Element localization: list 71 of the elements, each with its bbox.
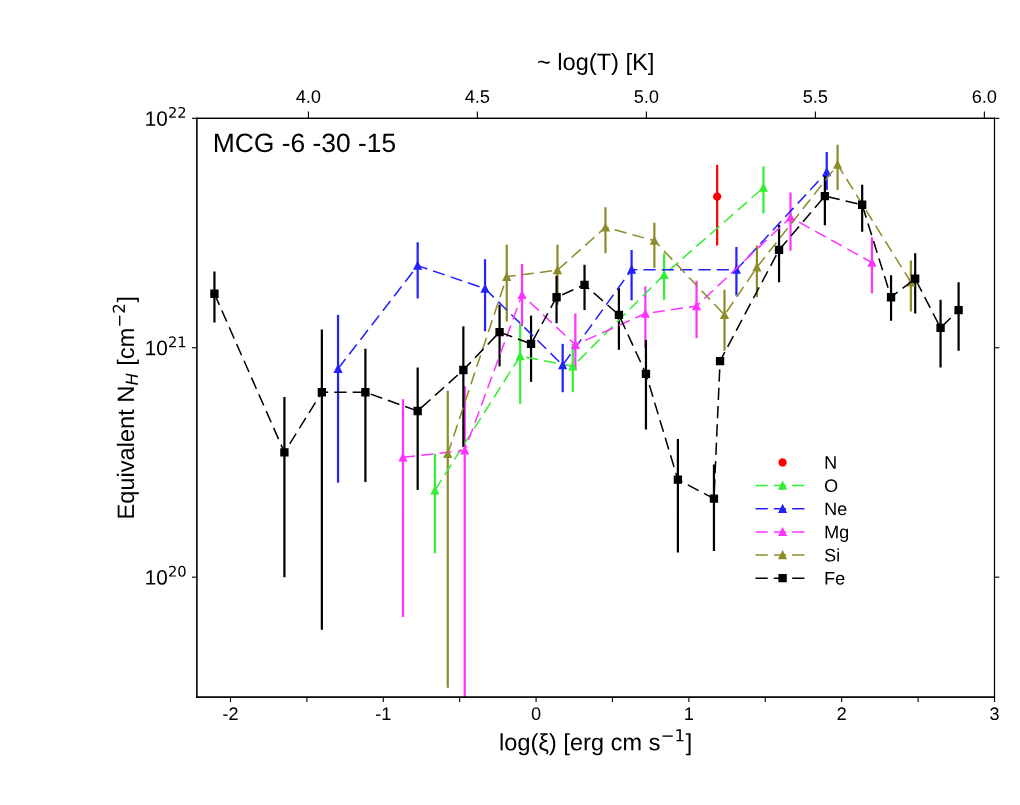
point [443, 449, 452, 458]
point [641, 369, 651, 378]
point [858, 200, 867, 209]
y-axis-title: Equivalent N$_{H}$ [cm$^{−2}$] [112, 297, 139, 518]
x-tick-label: -1 [376, 707, 391, 720]
point [553, 265, 562, 275]
x-tick-label: 2 [837, 707, 846, 720]
annotation: MCG -6 -30 -15 [214, 133, 396, 153]
point [833, 160, 842, 169]
point [459, 365, 468, 375]
point [614, 310, 624, 320]
point [516, 351, 525, 361]
point [580, 280, 589, 290]
y-tick-label: 10$^{21}$ [146, 336, 186, 356]
point [601, 223, 610, 232]
y-tick-label: 10$^{20}$ [146, 565, 186, 585]
x2-tick-label: 5.5 [803, 90, 828, 103]
x2-tick-label: 5.0 [634, 90, 659, 103]
point [712, 192, 722, 201]
point [820, 191, 830, 201]
x2-axis-title: ~ log(T) [K] [538, 52, 653, 75]
point [759, 183, 768, 192]
point [720, 310, 729, 320]
point [709, 494, 719, 503]
point [280, 448, 289, 457]
point [954, 305, 963, 315]
point [650, 236, 659, 245]
x-axis-title: log(ξ) [erg cm s$^{−1}$] [500, 729, 691, 756]
point [752, 263, 762, 272]
x-tick-label: 0 [531, 707, 541, 721]
point [786, 213, 795, 222]
legend-label: Ne [825, 502, 847, 516]
point [361, 388, 370, 397]
point [552, 293, 561, 302]
legend-label: Si [824, 548, 839, 562]
legend-label: Mg [825, 525, 849, 542]
point [480, 284, 490, 293]
point [413, 406, 422, 416]
x2-tick-label: 6.0 [972, 90, 997, 103]
x2-tick-label: 4.0 [296, 90, 321, 103]
point [911, 274, 920, 283]
point [210, 289, 219, 298]
point [627, 265, 636, 274]
x-tick-label: -2 [223, 707, 238, 720]
point [526, 339, 536, 349]
point [558, 360, 567, 370]
y-tick-label: 10$^{22}$ [146, 106, 186, 126]
point [317, 388, 327, 397]
point [502, 272, 511, 281]
x-tick-label: 1 [685, 707, 694, 720]
point [641, 309, 650, 318]
x-tick-label: 3 [990, 707, 999, 721]
point [398, 453, 408, 462]
point [673, 475, 683, 484]
legend-label: O [824, 479, 838, 493]
point [495, 327, 504, 337]
point [659, 270, 669, 279]
point [430, 486, 440, 495]
point [867, 258, 877, 267]
point [936, 323, 945, 333]
point [568, 362, 577, 371]
point [692, 301, 701, 311]
point [774, 245, 784, 255]
legend-label: N [825, 456, 836, 469]
point [460, 446, 469, 455]
point [886, 293, 896, 302]
point [822, 167, 831, 177]
x2-tick-label: 4.5 [465, 90, 490, 103]
point [413, 261, 422, 270]
point [571, 340, 580, 349]
legend-label: Fe [825, 572, 845, 585]
